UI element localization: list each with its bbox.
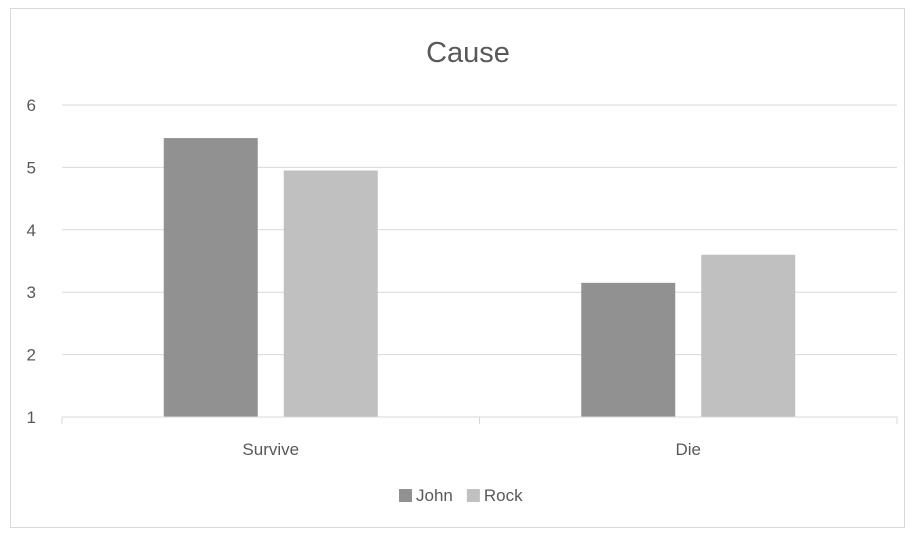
y-tick-label: 2 [27, 346, 36, 365]
bar-john-die [581, 282, 676, 417]
chart-title: Cause [426, 37, 510, 69]
y-tick-label: 6 [27, 96, 36, 115]
y-tick-label: 1 [27, 408, 36, 427]
bar-rock-survive [283, 170, 378, 417]
y-tick-label: 5 [27, 158, 36, 177]
legend-swatch [466, 489, 480, 502]
x-category-label: Die [675, 440, 701, 459]
legend-label: Rock [484, 486, 523, 505]
y-tick-label: 4 [27, 221, 36, 240]
bar-rock-die [701, 254, 796, 417]
y-tick-label: 3 [27, 283, 36, 302]
bar-john-survive [163, 138, 258, 417]
legend-label: John [416, 486, 453, 505]
legend-swatch [399, 489, 412, 502]
x-category-label: Survive [242, 440, 299, 459]
